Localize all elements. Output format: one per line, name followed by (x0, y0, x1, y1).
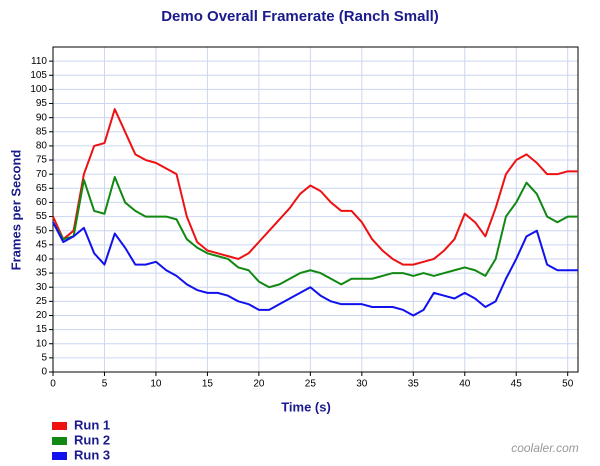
x-tick-label: 45 (511, 379, 523, 390)
y-tick-label: 95 (36, 98, 48, 109)
line-series (52, 176, 578, 289)
legend-text: Run 3 (74, 447, 110, 462)
y-tick-label: 25 (36, 296, 48, 307)
y-tick-label: 65 (36, 183, 48, 194)
x-tick-label: 25 (305, 379, 317, 390)
line-series (52, 221, 578, 317)
legend-swatch (52, 422, 67, 430)
legend-swatch (52, 437, 67, 445)
legend-text: Run 2 (74, 432, 110, 447)
x-axis-label: Time (s) (281, 399, 331, 414)
y-axis-label: Frames per Second (8, 150, 23, 271)
x-tick-label: 40 (459, 379, 471, 390)
y-tick-label: 60 (36, 197, 48, 208)
x-tick-label: 15 (202, 379, 214, 390)
legend-swatch (52, 452, 67, 460)
y-tick-label: 70 (36, 169, 48, 180)
y-tick-label: 40 (36, 254, 48, 265)
y-tick-label: 5 (41, 353, 47, 364)
y-tick-label: 35 (36, 268, 48, 279)
plot-frame (52, 46, 579, 373)
y-tick-label: 80 (36, 141, 48, 152)
y-tick-label: 0 (41, 367, 47, 378)
y-tick-label: 45 (36, 239, 48, 250)
y-tick-label: 110 (31, 56, 47, 67)
y-tick-label: 55 (36, 211, 48, 222)
x-tick-label: 20 (253, 379, 265, 390)
x-tick-label: 10 (150, 379, 162, 390)
y-tick-label: 90 (36, 112, 48, 123)
x-tick-label: 35 (408, 379, 420, 390)
watermark: coolaler.com (511, 441, 579, 455)
y-tick-label: 85 (36, 126, 48, 137)
chart-title: Demo Overall Framerate (Ranch Small) (161, 8, 439, 25)
y-tick-label: 75 (36, 155, 48, 166)
y-tick-label: 10 (36, 338, 48, 349)
y-tick-label: 30 (36, 282, 48, 293)
x-tick-label: 50 (562, 379, 574, 390)
x-tick-label: 0 (50, 379, 56, 390)
legend-text: Run 1 (74, 417, 110, 432)
x-tick-label: 30 (356, 379, 368, 390)
line-series (52, 108, 578, 266)
y-tick-label: 50 (36, 225, 48, 236)
y-tick-label: 15 (36, 324, 48, 335)
y-tick-label: 100 (30, 84, 47, 95)
y-tick-label: 20 (36, 310, 48, 321)
y-tick-label: 105 (30, 70, 47, 81)
x-tick-label: 5 (102, 379, 108, 390)
